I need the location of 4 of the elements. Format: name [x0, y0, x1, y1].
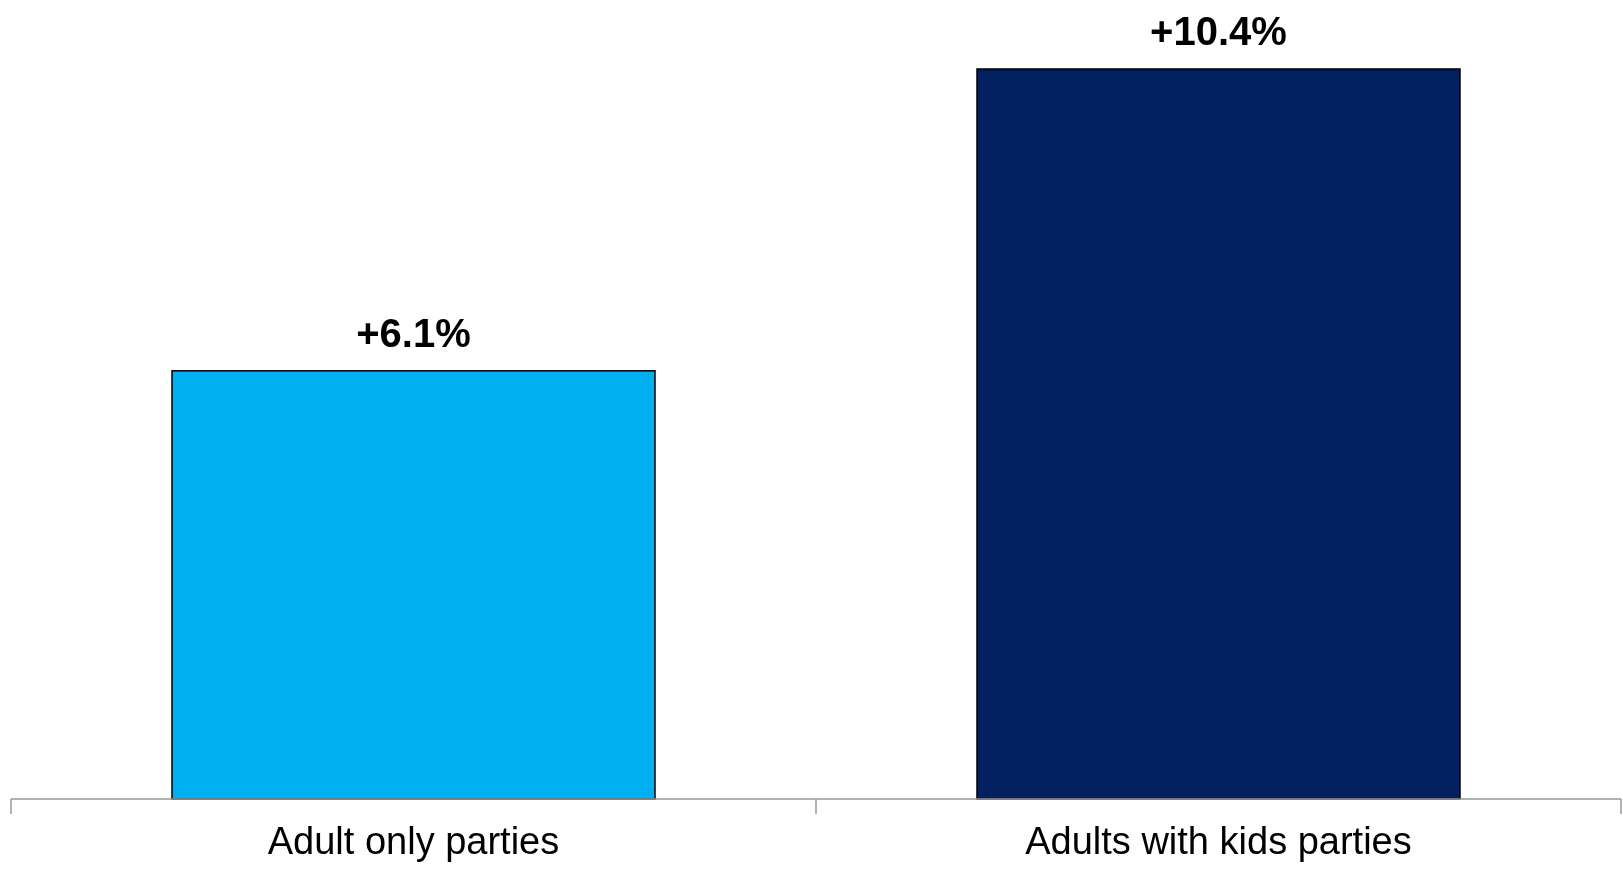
data-label: +6.1%	[356, 310, 471, 355]
x-tick-label: Adult only parties	[267, 820, 560, 862]
data-label: +10.4%	[1150, 9, 1287, 53]
x-tick-label: Adults with kids parties	[1025, 820, 1412, 862]
